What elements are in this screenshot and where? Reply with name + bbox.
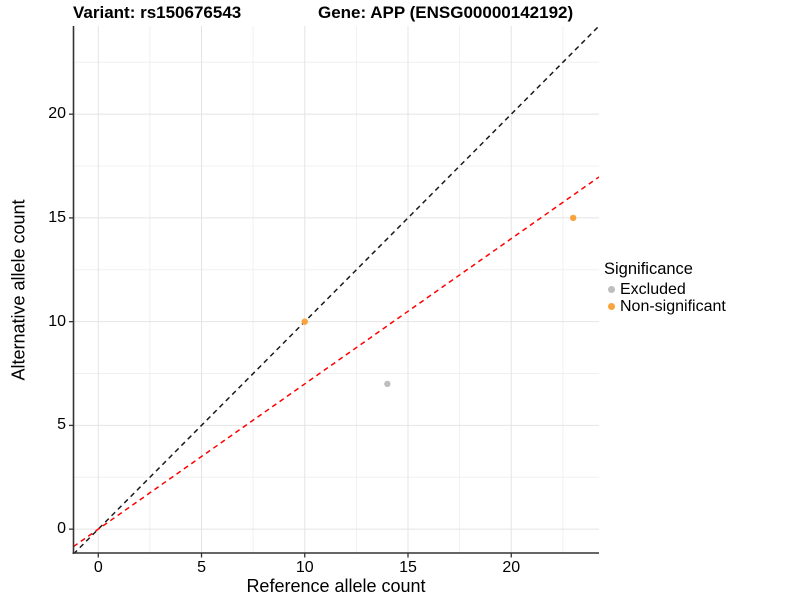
x-axis-title: Reference allele count: [246, 576, 426, 596]
legend-item: Excluded: [604, 281, 726, 298]
plot-title-gene: Gene: APP (ENSG00000142192): [318, 3, 574, 22]
plot-title-variant: Variant: rs150676543: [73, 3, 242, 22]
x-tick-label: 0: [93, 559, 103, 576]
data-point-non-significant: [301, 318, 308, 325]
x-tick-label: 15: [399, 559, 417, 576]
data-point-excluded: [384, 380, 391, 388]
data-point-non-significant: [569, 214, 577, 222]
legend: Significance Excluded Non-significant: [604, 260, 726, 315]
y-tick-label: 20: [48, 105, 66, 123]
legend-key-dot: [608, 303, 615, 310]
y-tick-label: 15: [48, 208, 66, 226]
identity-line: [73, 26, 599, 553]
y-tick-label: 0: [57, 520, 66, 538]
legend-key-dot: [608, 286, 615, 293]
legend-item: Non-significant: [604, 298, 726, 315]
y-tick-label: 5: [57, 416, 66, 434]
y-axis-title: Alternative allele count: [8, 199, 29, 381]
x-tick-label: 20: [502, 559, 521, 576]
y-tick-label: 10: [48, 312, 66, 330]
legend-title: Significance: [604, 260, 693, 278]
x-tick-label: 5: [197, 559, 206, 576]
expected-ratio-line: [73, 176, 599, 548]
legend-items: Excluded Non-significant: [604, 281, 726, 315]
legend-item-label: Excluded: [620, 280, 686, 298]
x-tick-label: 10: [295, 559, 314, 576]
legend-item-label: Non-significant: [620, 297, 726, 315]
